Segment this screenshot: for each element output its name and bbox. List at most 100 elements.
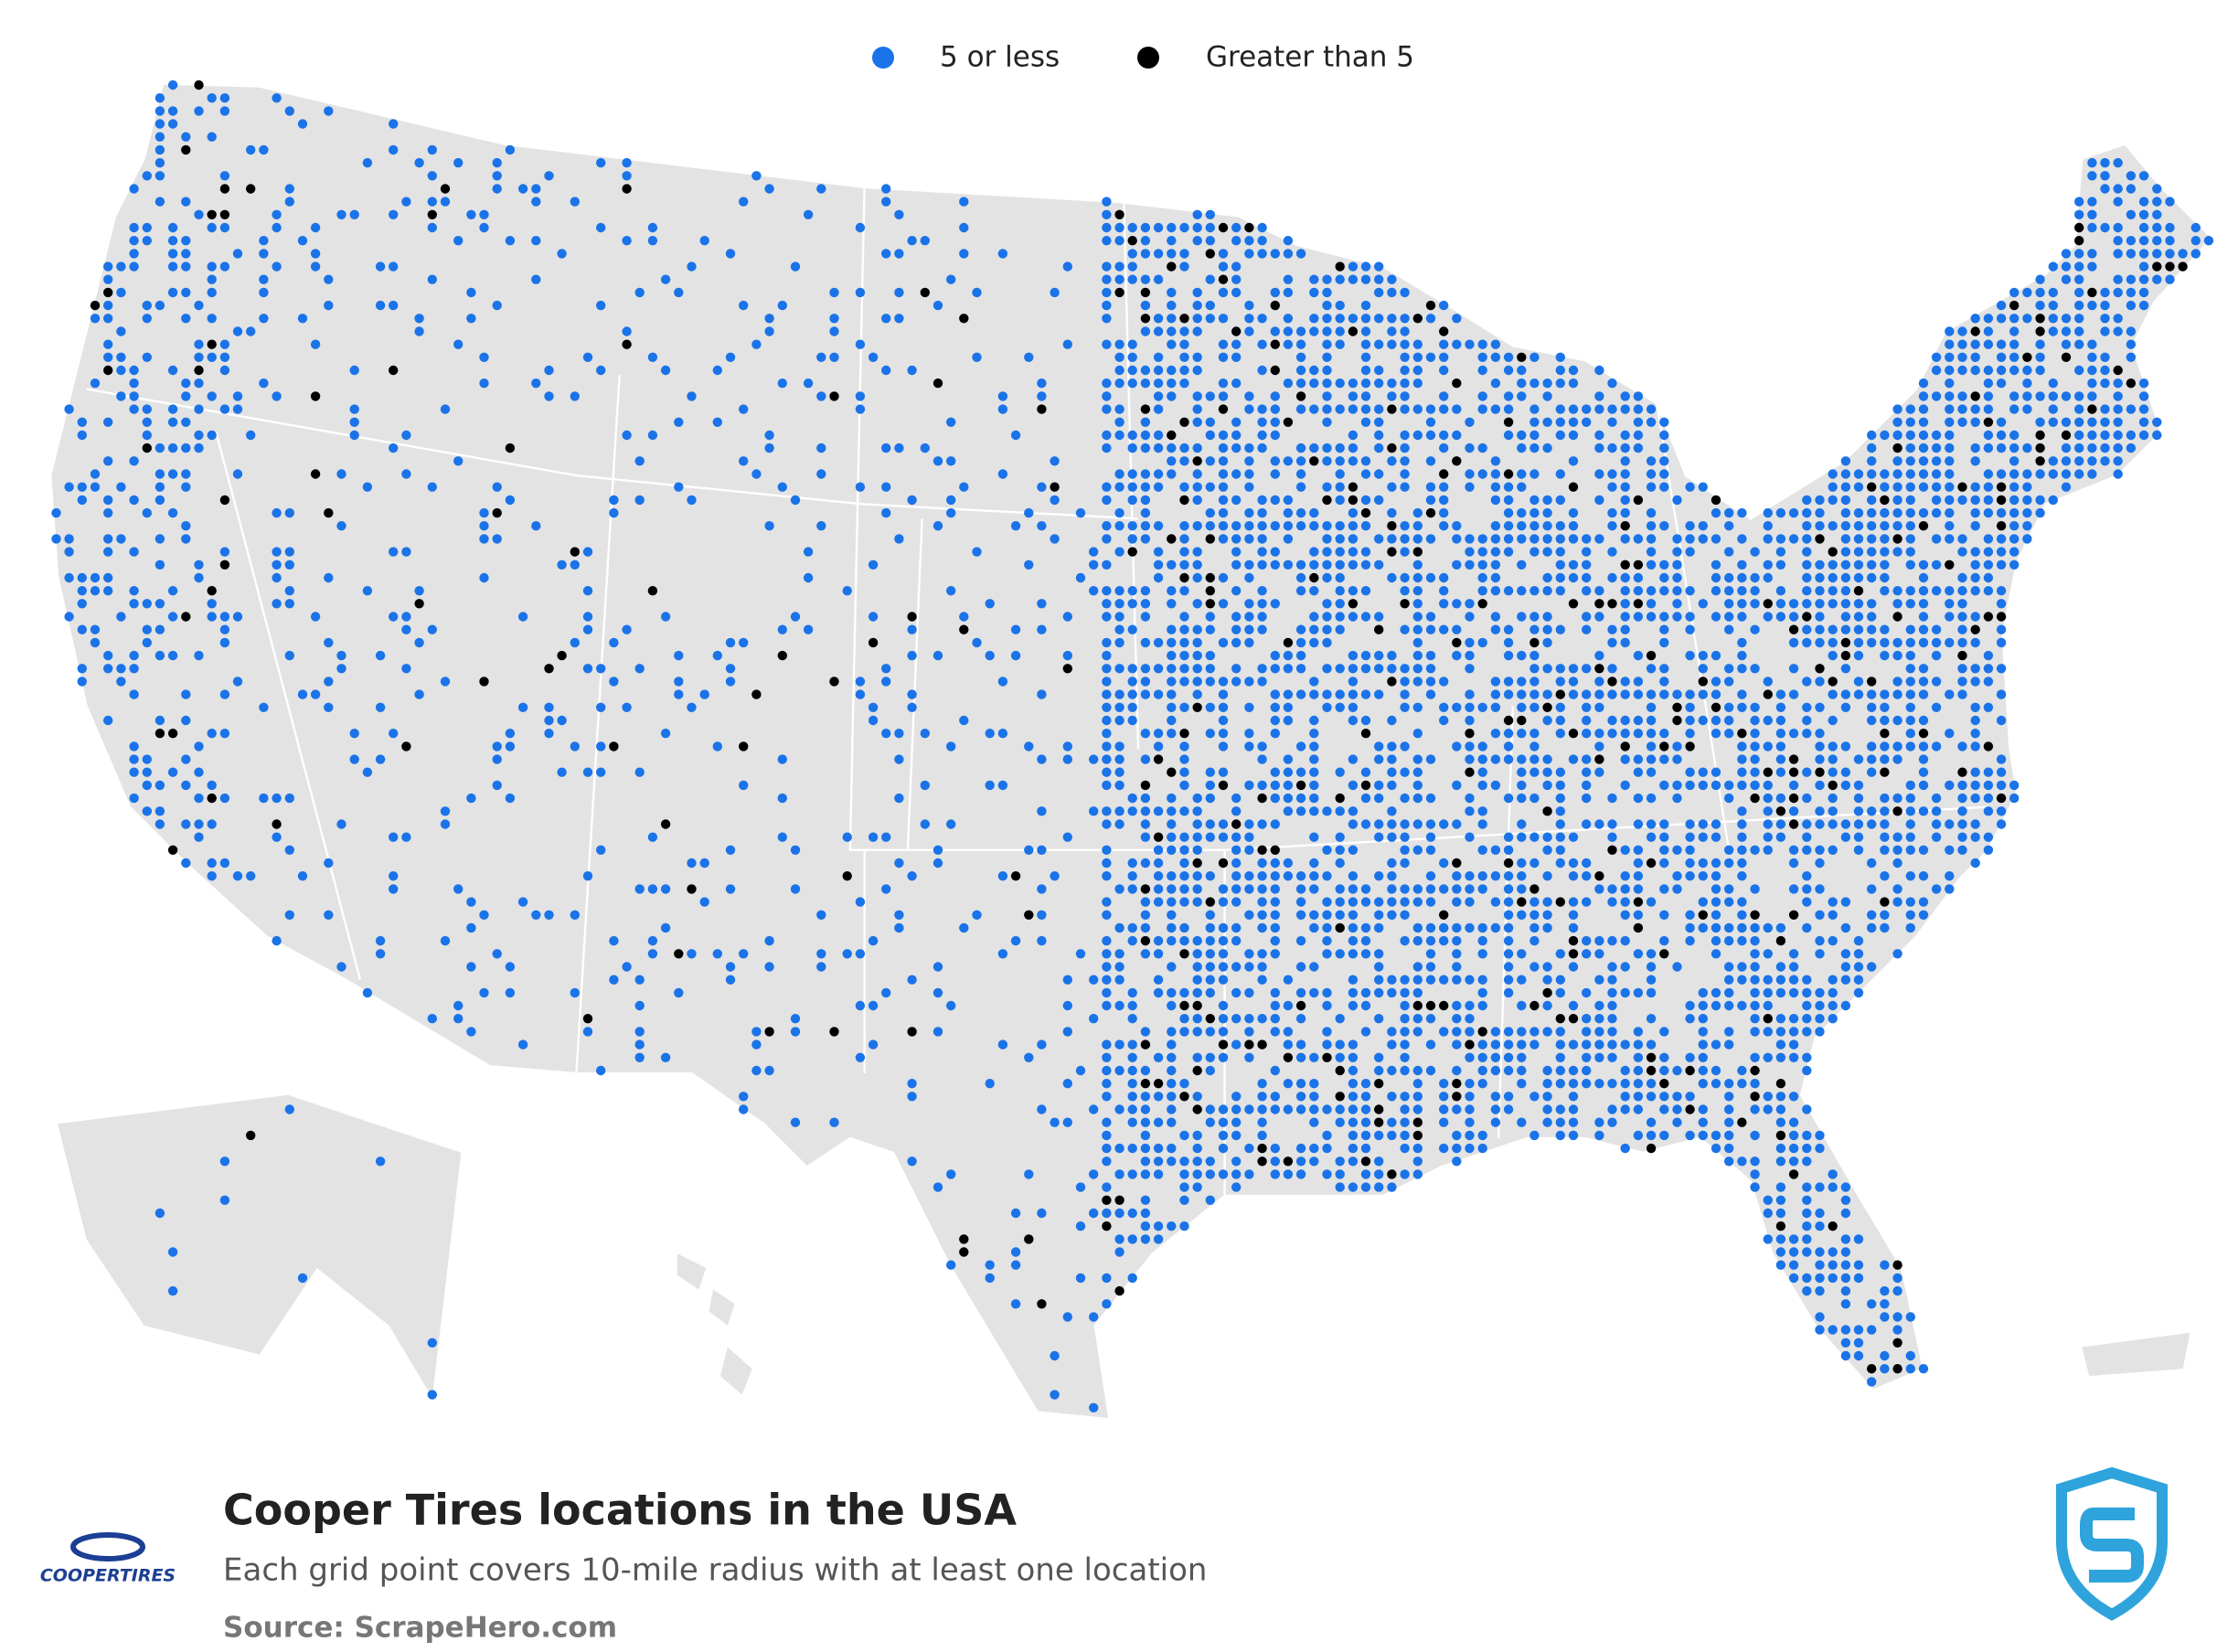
- location-dot: [194, 572, 204, 583]
- location-dot: [1244, 236, 1254, 246]
- location-dot: [1517, 560, 1527, 570]
- location-dot: [1840, 741, 1851, 751]
- location-dot: [1425, 975, 1436, 985]
- location-dot: [1140, 754, 1151, 764]
- location-dot: [881, 184, 891, 194]
- location-dot: [1698, 482, 1709, 492]
- location-dot: [894, 314, 904, 324]
- location-dot: [660, 922, 671, 933]
- location-dot: [1295, 793, 1306, 804]
- location-dot: [1360, 352, 1371, 362]
- location-dot: [2074, 339, 2084, 349]
- location-dot: [1996, 560, 2007, 570]
- location-dot: [1750, 910, 1760, 920]
- location-dot: [1140, 534, 1151, 544]
- location-dot: [1127, 793, 1137, 804]
- location-dot: [1529, 922, 1540, 933]
- location-dot: [1257, 1079, 1267, 1089]
- location-dot: [622, 430, 632, 441]
- location-dot: [1815, 910, 1825, 920]
- location-dot: [1828, 560, 1838, 570]
- location-dot: [751, 339, 762, 349]
- location-dot: [1037, 378, 1047, 389]
- location-dot: [1425, 922, 1436, 933]
- location-dot: [1737, 572, 1747, 583]
- location-dot: [1517, 729, 1527, 739]
- location-dot: [1672, 845, 1682, 855]
- location-dot: [1724, 793, 1734, 804]
- location-dot: [1244, 832, 1254, 842]
- location-dot: [1037, 624, 1047, 634]
- location-dot: [1192, 897, 1202, 907]
- location-dot: [1517, 780, 1527, 791]
- location-dot: [1412, 962, 1423, 972]
- location-dot: [1257, 910, 1267, 920]
- location-dot: [1167, 793, 1177, 804]
- location-dot: [1439, 300, 1449, 311]
- location-dot: [1529, 507, 1540, 518]
- location-dot: [1218, 378, 1229, 389]
- location-dot: [1555, 560, 1566, 570]
- location-dot: [1231, 547, 1242, 557]
- location-dot: [1620, 637, 1630, 648]
- location-dot: [1815, 612, 1825, 622]
- location-dot: [1425, 935, 1436, 946]
- location-dot: [1295, 404, 1306, 414]
- location-dot: [1335, 572, 1345, 583]
- location-dot: [1763, 819, 1774, 829]
- location-dot: [1840, 1325, 1851, 1335]
- location-dot: [1270, 560, 1281, 570]
- location-dot: [1218, 949, 1229, 959]
- location-dot: [349, 365, 359, 376]
- location-dot: [1309, 547, 1319, 557]
- location-dot: [1633, 495, 1644, 506]
- location-dot: [375, 754, 386, 764]
- location-dot: [894, 754, 904, 764]
- location-dot: [1283, 417, 1294, 427]
- location-dot: [1400, 456, 1410, 466]
- location-dot: [764, 1027, 774, 1037]
- location-dot: [1050, 287, 1060, 298]
- location-dot: [1555, 404, 1566, 414]
- location-dot: [1244, 780, 1254, 791]
- location-dot: [868, 352, 879, 362]
- location-dot: [1102, 845, 1112, 855]
- location-dot: [1905, 845, 1915, 855]
- location-dot: [324, 858, 334, 869]
- location-dot: [1828, 572, 1838, 583]
- location-dot: [1853, 754, 1864, 764]
- location-dot: [1179, 1195, 1189, 1206]
- location-dot: [1646, 521, 1657, 531]
- location-dot: [1659, 845, 1669, 855]
- location-dot: [1529, 547, 1540, 557]
- location-dot: [1102, 287, 1112, 298]
- location-dot: [1295, 1092, 1306, 1102]
- location-dot: [1335, 599, 1345, 609]
- location-dot: [1529, 884, 1540, 894]
- location-dot: [1931, 430, 1942, 441]
- location-dot: [2048, 326, 2058, 336]
- location-dot: [1815, 534, 1825, 544]
- location-dot: [1931, 534, 1942, 544]
- location-dot: [1763, 1092, 1774, 1102]
- location-dot: [1400, 832, 1410, 842]
- location-dot: [1452, 1156, 1462, 1167]
- location-dot: [932, 521, 943, 531]
- location-dot: [803, 572, 814, 583]
- location-dot: [1775, 729, 1786, 739]
- location-dot: [1412, 1027, 1423, 1037]
- location-dot: [1192, 236, 1202, 246]
- location-dot: [1918, 780, 1929, 791]
- location-dot: [2048, 314, 2058, 324]
- location-dot: [1374, 365, 1384, 376]
- location-dot: [1996, 365, 2007, 376]
- location-dot: [712, 650, 722, 661]
- legend-label: 5 or less: [940, 41, 1060, 74]
- location-dot: [1348, 378, 1359, 389]
- location-dot: [219, 222, 230, 233]
- location-dot: [1102, 521, 1112, 531]
- location-dot: [219, 729, 230, 739]
- location-dot: [362, 767, 373, 777]
- location-dot: [1412, 599, 1423, 609]
- location-dot: [1387, 1130, 1397, 1141]
